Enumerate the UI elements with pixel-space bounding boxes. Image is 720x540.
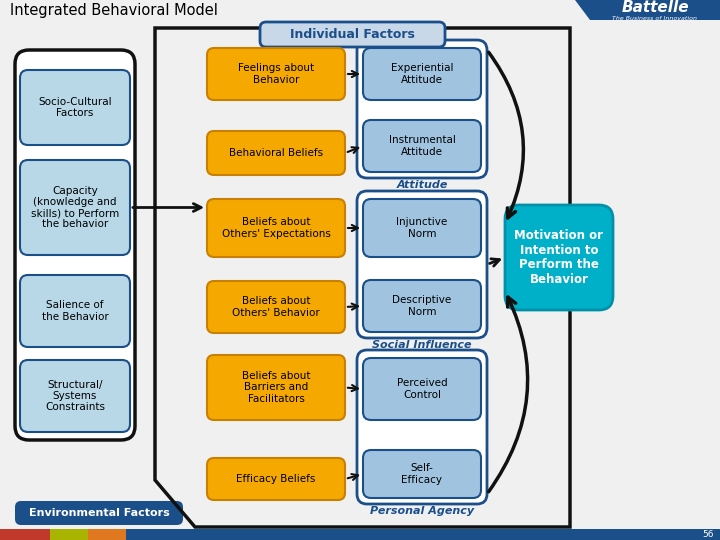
Text: Instrumental
Attitude: Instrumental Attitude [389,136,456,157]
Text: Experiential
Attitude: Experiential Attitude [391,63,454,85]
Text: 56: 56 [702,530,714,539]
Text: Structural/
Systems
Constraints: Structural/ Systems Constraints [45,380,105,412]
FancyBboxPatch shape [20,275,130,347]
FancyBboxPatch shape [207,458,345,500]
FancyBboxPatch shape [207,355,345,420]
Text: Motivation or
Intention to
Perform the
Behavior: Motivation or Intention to Perform the B… [515,230,603,286]
FancyBboxPatch shape [363,280,481,332]
FancyBboxPatch shape [505,205,613,310]
Text: Self-
Efficacy: Self- Efficacy [402,463,443,484]
Bar [88,529,126,540]
Text: Capacity
(knowledge and
skills) to Perform
the behavior: Capacity (knowledge and skills) to Perfo… [31,186,119,230]
Text: Integrated Behavioral Model: Integrated Behavioral Model [10,3,218,17]
Text: Attitude: Attitude [396,180,448,190]
FancyBboxPatch shape [363,199,481,257]
FancyBboxPatch shape [15,50,135,440]
FancyBboxPatch shape [15,501,183,525]
Text: Socio-Cultural
Factors: Socio-Cultural Factors [38,97,112,118]
Text: Efficacy Beliefs: Efficacy Beliefs [236,474,315,484]
Text: Behavioral Beliefs: Behavioral Beliefs [229,148,323,158]
Bar [126,529,720,540]
Text: Battelle: Battelle [621,0,689,15]
FancyBboxPatch shape [363,450,481,498]
FancyBboxPatch shape [363,358,481,420]
Text: Personal Agency: Personal Agency [370,506,474,516]
Text: Salience of
the Behavior: Salience of the Behavior [42,300,109,322]
Text: Descriptive
Norm: Descriptive Norm [392,295,451,316]
FancyBboxPatch shape [20,70,130,145]
Text: Social Influence: Social Influence [372,340,472,350]
Text: Beliefs about
Others' Behavior: Beliefs about Others' Behavior [232,296,320,318]
FancyBboxPatch shape [20,160,130,255]
Polygon shape [575,0,720,20]
Text: Environmental Factors: Environmental Factors [29,508,169,518]
Bar [50,529,88,540]
Bar [0,529,50,540]
FancyBboxPatch shape [20,360,130,432]
Text: Beliefs about
Barriers and
Facilitators: Beliefs about Barriers and Facilitators [242,372,310,404]
FancyBboxPatch shape [357,40,487,178]
FancyBboxPatch shape [207,48,345,100]
FancyBboxPatch shape [363,120,481,172]
FancyBboxPatch shape [363,48,481,100]
FancyBboxPatch shape [357,350,487,504]
Text: Perceived
Control: Perceived Control [397,379,447,400]
FancyBboxPatch shape [357,191,487,338]
Text: Individual Factors: Individual Factors [290,28,415,41]
FancyBboxPatch shape [207,199,345,257]
FancyBboxPatch shape [207,281,345,333]
Text: The Business of Innovation: The Business of Innovation [613,16,698,21]
FancyBboxPatch shape [207,131,345,175]
Text: Feelings about
Behavior: Feelings about Behavior [238,63,314,85]
Text: Injunctive
Norm: Injunctive Norm [397,218,448,239]
FancyBboxPatch shape [260,22,445,47]
Text: Beliefs about
Others' Expectations: Beliefs about Others' Expectations [222,218,330,239]
